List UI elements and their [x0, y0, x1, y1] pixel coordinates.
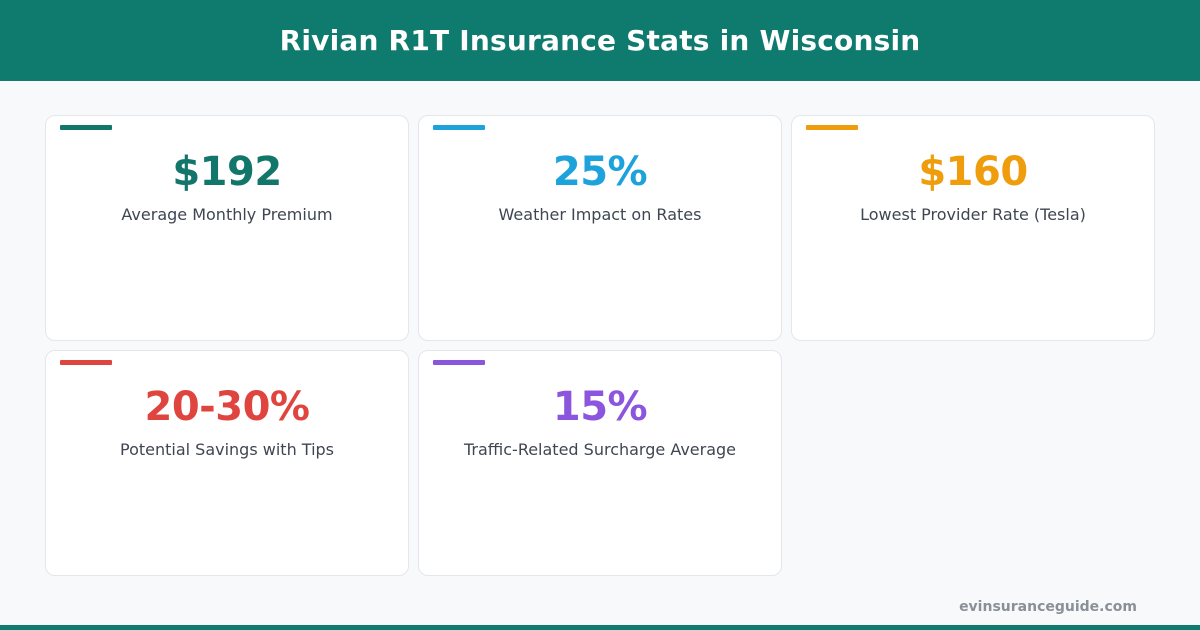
card-accent-bar — [433, 360, 485, 365]
stat-label: Weather Impact on Rates — [498, 205, 702, 224]
stat-card-traffic-surcharge: 15% Traffic-Related Surcharge Average — [418, 350, 782, 576]
stats-grid: $192 Average Monthly Premium 25% Weather… — [45, 115, 1155, 576]
header-banner: Rivian R1T Insurance Stats in Wisconsin — [0, 0, 1200, 81]
card-accent-bar — [433, 125, 485, 130]
stat-label: Average Monthly Premium — [121, 205, 333, 224]
stat-card-lowest-provider-rate: $160 Lowest Provider Rate (Tesla) — [791, 115, 1155, 341]
stat-card-weather-impact: 25% Weather Impact on Rates — [418, 115, 782, 341]
stat-label: Potential Savings with Tips — [119, 440, 335, 459]
card-accent-bar — [60, 360, 112, 365]
stat-value: 25% — [552, 149, 648, 195]
stat-card-average-monthly-premium: $192 Average Monthly Premium — [45, 115, 409, 341]
stat-value: 20-30% — [144, 384, 310, 430]
stat-value: $192 — [172, 149, 282, 195]
page-title: Rivian R1T Insurance Stats in Wisconsin — [279, 24, 921, 57]
stat-label: Lowest Provider Rate (Tesla) — [860, 205, 1086, 224]
stat-card-potential-savings: 20-30% Potential Savings with Tips — [45, 350, 409, 576]
stat-value: 15% — [552, 384, 648, 430]
footer-accent-bar — [0, 625, 1200, 630]
card-accent-bar — [60, 125, 112, 130]
card-accent-bar — [806, 125, 858, 130]
footer-site-name: evinsuranceguide.com — [959, 599, 1137, 615]
stat-value: $160 — [918, 149, 1028, 195]
stat-label: Traffic-Related Surcharge Average — [463, 440, 737, 459]
